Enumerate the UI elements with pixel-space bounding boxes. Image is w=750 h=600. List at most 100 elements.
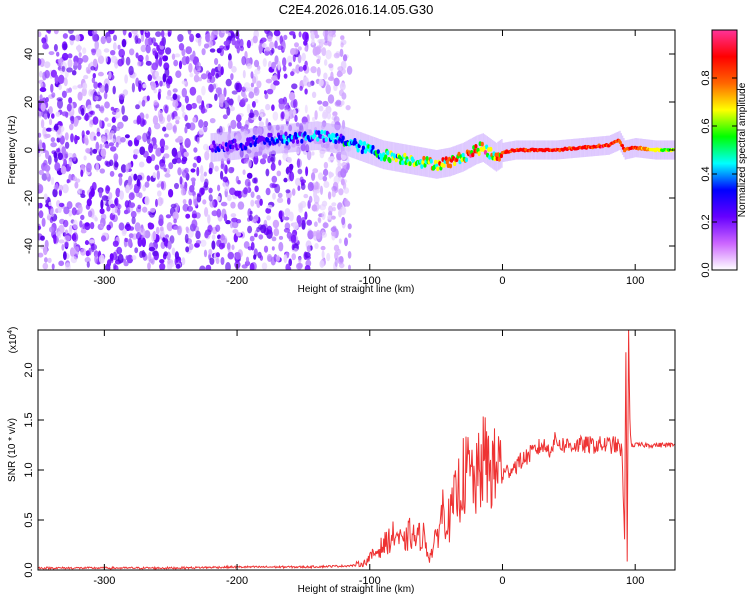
spectrogram-cell	[196, 193, 202, 203]
spectrogram-cell	[47, 257, 52, 264]
spectrogram-cell	[103, 91, 108, 100]
spectrogram-ridge-halo	[387, 141, 389, 170]
spectrogram-cell	[144, 37, 149, 47]
spectrogram-cell	[313, 30, 318, 36]
spectrogram-cell	[304, 88, 308, 95]
spectrogram-cell	[189, 122, 196, 131]
spectrogram-cell	[90, 65, 96, 71]
spectrogram-cell	[172, 100, 179, 108]
spectrogram-cell	[124, 134, 130, 139]
spectrogram-cell	[129, 48, 135, 56]
spectrogram-cell	[42, 71, 47, 81]
spectrogram-cell	[122, 30, 127, 36]
spectrogram-cell	[231, 217, 238, 223]
spectrogram-cell	[340, 42, 344, 48]
snr-x-tick-label: -200	[226, 575, 248, 587]
spectrogram-cell	[278, 241, 284, 252]
spectrogram-cell	[87, 104, 93, 112]
spectrogram-cell	[80, 214, 85, 221]
spectrogram-cell	[316, 66, 321, 77]
spectrogram-cell	[183, 151, 189, 157]
spectrogram-ridge-halo	[300, 122, 303, 152]
spectrogram-cell	[172, 93, 178, 100]
spectrogram-cell	[268, 60, 272, 69]
spectrogram-cell	[231, 244, 235, 251]
spectrogram-x-tick-label: -200	[226, 275, 248, 287]
spectrogram-cell	[72, 85, 78, 90]
spectrogram-cell	[184, 233, 189, 244]
spectrogram-cell	[155, 226, 160, 235]
spectrogram-ridge-cell	[300, 138, 304, 144]
spectrogram-cell	[38, 202, 41, 209]
snr-y-label: SNR (10 * v/v)	[7, 418, 18, 482]
spectrogram-cell	[164, 145, 169, 151]
spectrogram-cell	[58, 239, 65, 244]
snr-panel: -300 -200 -100 0 100 0.0 0.5 1.0 1.5 2.0 Height …	[7, 327, 676, 595]
spectrogram-cell	[99, 84, 106, 93]
spectrogram-cell	[154, 70, 159, 78]
spectrogram-cell	[239, 38, 244, 49]
spectrogram-cell	[92, 73, 97, 79]
spectrogram-cell	[328, 76, 335, 82]
spectrogram-cell	[81, 107, 85, 116]
spectrogram-cell	[284, 208, 291, 217]
spectrogram-cell	[104, 101, 110, 109]
spectrogram-cell	[99, 208, 105, 215]
spectrogram-cell	[146, 175, 151, 182]
spectrogram-cell	[225, 220, 231, 225]
spectrogram-cell	[100, 222, 104, 229]
spectrogram-cell	[294, 114, 298, 123]
spectrogram-cell	[138, 181, 142, 190]
spectrogram-cell	[333, 52, 340, 59]
spectrogram-cell	[267, 35, 273, 42]
spectrogram-cell	[323, 161, 329, 169]
spectrogram-cell	[341, 100, 345, 106]
spectrogram-cell	[264, 30, 270, 35]
spectrogram-ridge-cell	[618, 140, 622, 145]
spectrogram-cell	[145, 60, 152, 66]
spectrogram-cell	[84, 113, 89, 122]
spectrogram-cell	[197, 38, 202, 47]
colorbar-ticks: 0.0 0.2 0.4 0.6 0.8	[700, 70, 737, 278]
spectrogram-cell	[115, 187, 121, 198]
spectrogram-cell	[53, 44, 58, 52]
spectrogram-ridge-cell	[489, 146, 493, 152]
spectrogram-cell	[177, 167, 182, 176]
spectrogram-cell	[61, 52, 69, 61]
spectrogram-ridge-cell	[360, 149, 364, 155]
spectrogram-cell	[162, 126, 167, 132]
spectrogram-cell	[103, 48, 110, 53]
spectrogram-cell	[67, 59, 73, 68]
spectrogram-cell	[311, 38, 315, 46]
spectrogram-cell	[98, 188, 103, 198]
spectrogram-cell	[92, 58, 98, 68]
spectrogram-ridge-cell	[442, 163, 446, 168]
spectrogram-cell	[254, 68, 261, 75]
spectrogram-cell	[333, 244, 340, 252]
spectrogram-cell	[311, 172, 316, 181]
spectrogram-cell	[211, 234, 216, 241]
spectrogram-cell	[158, 57, 163, 67]
spectrogram-noise-field	[38, 30, 353, 270]
spectrogram-cell	[170, 203, 177, 209]
colorbar-gradient	[711, 29, 738, 271]
spectrogram-cell	[61, 90, 67, 99]
spectrogram-cell	[203, 43, 210, 49]
spectrogram-ridge-cell	[296, 139, 300, 145]
spectrogram-cell	[81, 190, 85, 195]
spectrogram-cell	[236, 114, 242, 122]
spectrogram-cell	[265, 187, 271, 196]
spectrogram-cell	[105, 186, 111, 192]
spectrogram-cell	[193, 147, 198, 153]
spectrogram-cell	[44, 44, 49, 49]
spectrogram-cell	[305, 166, 309, 177]
spectrogram-cell	[338, 262, 345, 269]
spectrogram-cell	[167, 89, 172, 97]
spectrogram-cell	[95, 141, 100, 151]
spectrogram-cell	[51, 92, 56, 98]
spectrogram-cell	[90, 110, 95, 116]
spectrogram-cell	[41, 173, 48, 181]
spectrogram-cell	[190, 168, 196, 173]
spectrogram-ridge-cell	[316, 137, 320, 142]
